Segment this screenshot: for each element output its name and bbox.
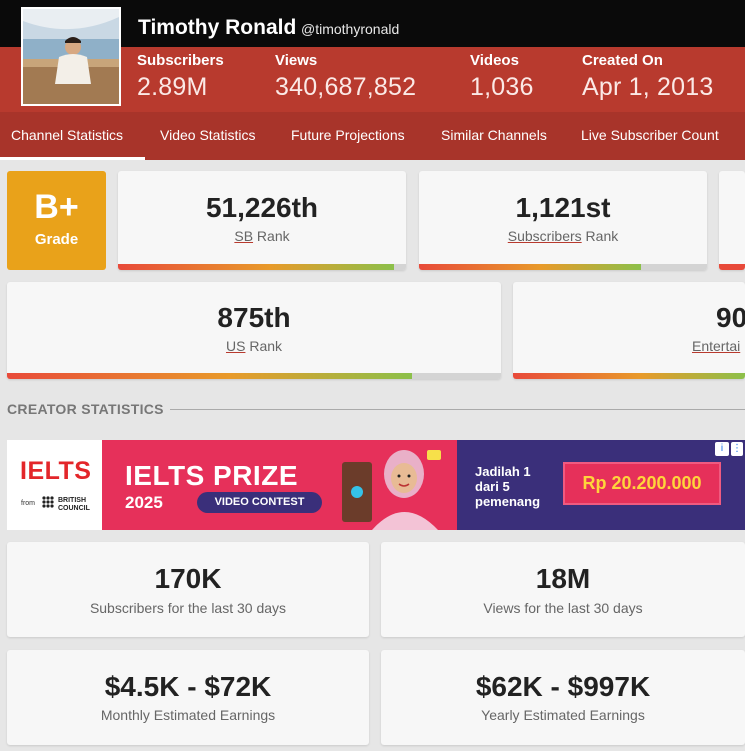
- tab-channel-statistics[interactable]: Channel Statistics: [0, 112, 145, 160]
- tab-similar-channels[interactable]: Similar Channels: [441, 127, 547, 143]
- grade-label: Grade: [34, 231, 79, 248]
- british-council-text: BRITISH COUNCIL: [58, 497, 90, 512]
- stat-videos: Videos 1,036: [470, 52, 534, 102]
- rank-card-sb: 51,226th SB Rank: [118, 171, 406, 270]
- british-council-dots-icon: [42, 496, 54, 508]
- creator-stat-value: 18M: [535, 563, 591, 594]
- rank-link-entertainment[interactable]: Entertai: [692, 338, 741, 354]
- ad-logo-panel: IELTS from BRITISH COUNCIL: [7, 440, 102, 530]
- ad-menu-icon[interactable]: ⋮: [731, 442, 743, 456]
- rank-label: Entertai: [692, 338, 745, 354]
- rank-link-subscribers[interactable]: Subscribers: [507, 228, 582, 244]
- rank-progress-bar: [7, 373, 501, 379]
- ad-prize-year: 2025: [125, 493, 163, 512]
- channel-handle: @timothyronald: [301, 21, 400, 37]
- creator-stat-label: Monthly Estimated Earnings: [100, 707, 276, 723]
- creator-stat-card-monthly-earnings: $4.5K - $72K Monthly Estimated Earnings: [7, 650, 369, 745]
- rank-link-us[interactable]: US: [225, 338, 246, 354]
- rank-card-subscribers: 1,121st Subscribers Rank: [419, 171, 707, 270]
- stat-value: Apr 1, 2013: [582, 73, 714, 101]
- ad-contest-badge: VIDEO CONTEST: [197, 492, 322, 513]
- creator-stat-card-subscribers-30d: 170K Subscribers for the last 30 days: [7, 542, 369, 637]
- rank-card-entertainment: 90 Entertai: [513, 282, 745, 379]
- stat-label: Views: [275, 52, 318, 69]
- creator-stat-value: $62K - $997K: [475, 671, 651, 702]
- rank-label: Subscribers Rank: [507, 228, 619, 244]
- creator-stat-value: $4.5K - $72K: [104, 671, 272, 702]
- stat-value: 2.89M: [137, 73, 208, 101]
- stat-label: Subscribers: [137, 52, 224, 69]
- rank-label: US Rank: [225, 338, 283, 354]
- ad-prize-title: IELTS PRIZE: [125, 460, 298, 491]
- creator-stat-value: 170K: [154, 563, 222, 594]
- rank-label: SB Rank: [234, 228, 290, 244]
- section-title-creator-statistics: CREATOR STATISTICS: [7, 401, 164, 417]
- creator-stat-label: Yearly Estimated Earnings: [481, 707, 645, 723]
- rank-progress-bar: [419, 264, 707, 270]
- ad-info-icon[interactable]: i: [715, 442, 729, 456]
- creator-stat-label: Views for the last 30 days: [483, 600, 643, 616]
- stat-value: 340,687,852: [275, 73, 417, 101]
- rank-progress-fill: [118, 264, 395, 270]
- stat-created-on: Created On Apr 1, 2013: [582, 52, 713, 102]
- ad-tagline-panel: Jadilah 1 dari 5 pemenang Rp 20.200.000: [457, 440, 745, 530]
- channel-header-stats-bar: [0, 47, 745, 112]
- channel-nav: Channel Statistics Video Statistics Futu…: [0, 112, 745, 160]
- channel-name: Timothy Ronald: [138, 16, 297, 39]
- ad-banner[interactable]: IELTS from BRITISH COUNCIL IELTS PRIZE 2…: [7, 440, 745, 530]
- ad-person-illustration-icon: [342, 450, 441, 530]
- tab-live-subscriber-count[interactable]: Live Subscriber Count: [581, 127, 719, 143]
- stat-views: Views 340,687,852: [275, 52, 416, 102]
- ad-prize-panel: IELTS PRIZE 2025 VIDEO CONTEST: [102, 440, 457, 530]
- tab-video-statistics[interactable]: Video Statistics: [160, 127, 256, 143]
- stat-subscribers: Subscribers 2.89M: [137, 52, 224, 102]
- channel-header-top: [0, 0, 745, 47]
- grade-badge: B+ Grade: [7, 171, 106, 270]
- channel-avatar[interactable]: [21, 7, 121, 106]
- rank-card-us: 875th US Rank: [7, 282, 501, 379]
- rank-progress-fill: [419, 264, 641, 270]
- rank-progress-fill: [7, 373, 413, 379]
- ielts-logo: IELTS: [20, 457, 92, 485]
- creator-stat-card-views-30d: 18M Views for the last 30 days: [381, 542, 745, 637]
- rank-card-partial: [719, 171, 745, 270]
- rank-progress-fill: [513, 373, 745, 379]
- rank-value: 90: [716, 302, 745, 333]
- grade-value: B+: [34, 188, 79, 226]
- rank-progress-bar: [719, 264, 745, 270]
- tab-future-projections[interactable]: Future Projections: [291, 127, 405, 143]
- stat-label: Created On: [582, 52, 663, 69]
- rank-progress-bar: [513, 373, 745, 379]
- rank-progress-bar: [118, 264, 406, 270]
- ad-prize-amount: Rp 20.200.000: [563, 462, 721, 505]
- creator-stat-label: Subscribers for the last 30 days: [89, 600, 287, 616]
- ad-tagline: Jadilah 1 dari 5 pemenang: [475, 464, 541, 509]
- rank-progress-fill: [719, 264, 745, 270]
- rank-link-sb[interactable]: SB: [234, 228, 254, 244]
- stat-value: 1,036: [470, 73, 534, 101]
- rank-value: 51,226th: [205, 192, 319, 223]
- rank-value: 1,121st: [515, 192, 611, 223]
- creator-stat-card-yearly-earnings: $62K - $997K Yearly Estimated Earnings: [381, 650, 745, 745]
- rank-value: 875th: [217, 302, 291, 333]
- section-divider: [170, 409, 745, 410]
- stat-label: Videos: [470, 52, 519, 69]
- ad-from-text: from: [21, 500, 35, 507]
